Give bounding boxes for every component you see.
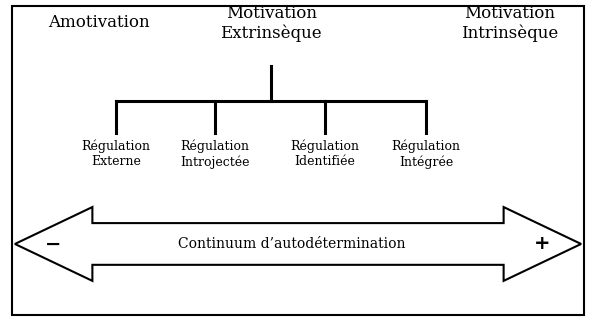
Text: Régulation
Introjectée: Régulation Introjectée (180, 140, 249, 169)
Text: Régulation
Externe: Régulation Externe (82, 140, 151, 168)
Polygon shape (15, 207, 581, 281)
Text: Amotivation: Amotivation (48, 14, 150, 31)
Text: +: + (534, 234, 551, 254)
Text: Régulation
Identifiée: Régulation Identifiée (290, 140, 359, 168)
Text: −: − (45, 234, 62, 254)
Text: Motivation
Intrinsèque: Motivation Intrinsèque (461, 5, 558, 42)
Text: Régulation
Intégrée: Régulation Intégrée (392, 140, 461, 169)
Text: Motivation
Extrinsèque: Motivation Extrinsèque (221, 5, 322, 42)
Text: Continuum d’autodétermination: Continuum d’autodétermination (178, 237, 406, 251)
